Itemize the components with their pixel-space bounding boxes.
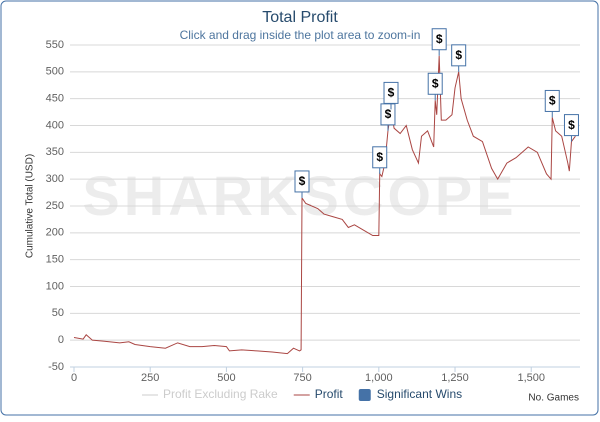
x-tick-label: 1,250 (441, 372, 469, 384)
chart-title: Total Profit (262, 9, 338, 26)
win-flag (294, 170, 310, 193)
significant-win: $ (294, 170, 310, 198)
x-tick-label: 250 (141, 372, 159, 384)
y-tick-label: 100 (46, 280, 64, 292)
y-tick-label: 450 (46, 93, 64, 105)
significant-win: $ (383, 81, 399, 110)
win-flag (383, 81, 399, 104)
win-flag (544, 89, 560, 112)
y-tick-label: 200 (46, 227, 64, 239)
x-tick-label: 0 (71, 372, 77, 384)
legend-swatch (358, 389, 371, 401)
win-label: $ (376, 150, 383, 164)
y-tick-label: 150 (46, 254, 64, 266)
win-flag (431, 28, 447, 51)
legend-label: Profit (315, 387, 344, 401)
significant-win: $ (544, 89, 560, 118)
y-tick-label: 350 (46, 146, 64, 158)
significant-win: $ (427, 72, 443, 101)
y-tick-label: 250 (46, 200, 64, 212)
x-axis-label: No. Games (528, 393, 579, 404)
significant-win: $ (563, 114, 579, 142)
y-tick-label: 500 (46, 66, 64, 78)
x-tick-label: 1,000 (365, 372, 393, 384)
significant-win: $ (372, 146, 388, 174)
x-tick-label: 500 (217, 372, 235, 384)
y-tick-label: -50 (48, 361, 64, 373)
win-flag (563, 114, 579, 137)
y-axis-label: Cumulative Total (USD) (25, 154, 36, 258)
significant-win: $ (431, 28, 447, 56)
chart-subtitle: Click and drag inside the plot area to z… (180, 28, 421, 42)
x-tick-label: 750 (293, 372, 311, 384)
legend-label: Profit Excluding Rake (163, 387, 278, 401)
legend-label: Significant Wins (377, 387, 462, 401)
y-tick-label: 300 (46, 173, 64, 185)
win-flag (451, 44, 467, 67)
x-tick-label: 1,500 (517, 372, 545, 384)
win-label: $ (385, 107, 392, 121)
win-flag (427, 72, 443, 95)
win-label: $ (388, 86, 395, 100)
win-label: $ (568, 118, 575, 132)
win-flag (372, 146, 388, 169)
y-tick-label: 550 (46, 39, 64, 51)
win-label: $ (455, 48, 462, 62)
win-label: $ (436, 32, 443, 46)
win-label: $ (549, 94, 556, 108)
y-tick-label: 50 (52, 307, 64, 319)
significant-win: $ (451, 44, 467, 72)
y-tick-label: 400 (46, 119, 64, 131)
win-label: $ (299, 174, 306, 188)
y-tick-label: 0 (58, 334, 64, 346)
win-label: $ (432, 76, 439, 90)
